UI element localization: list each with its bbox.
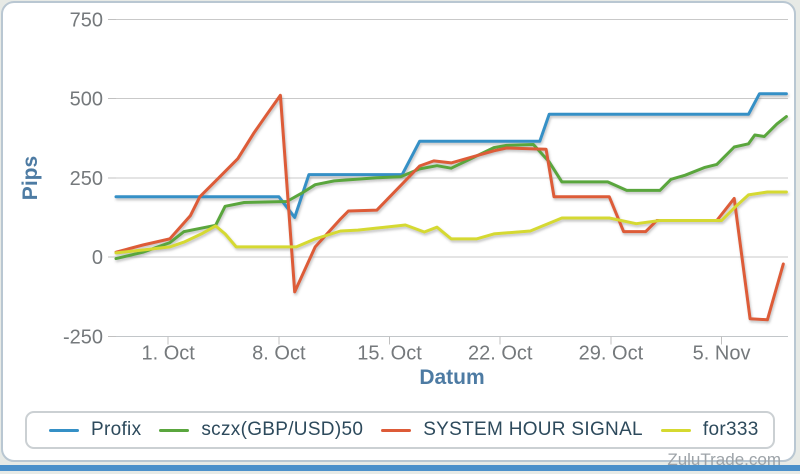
x-tick-label: 1. Oct (141, 342, 195, 364)
x-tick-label: 15. Oct (357, 342, 422, 364)
series-line-for333[interactable] (114, 190, 788, 255)
bottom-blue-bar (0, 465, 800, 471)
legend-label: Profix (91, 419, 142, 440)
y-tick-label: 250 (70, 168, 103, 190)
legend-line-sample-sczx (159, 428, 190, 432)
legend-line-sample-system-hour-signal (381, 428, 412, 432)
legend-label: for333 (702, 419, 759, 440)
y-tick-label: 0 (92, 247, 103, 269)
legend-item-profix[interactable]: Profix (49, 419, 141, 441)
legend: Profix sczx(GBP/USD)50 SYSTEM HOUR SIGNA… (25, 411, 775, 449)
legend-item-system-hour-signal[interactable]: SYSTEM HOUR SIGNAL (381, 419, 643, 441)
gridlines (116, 18, 788, 337)
legend-line-sample-for333 (660, 428, 691, 432)
series-line-profix[interactable] (114, 92, 788, 219)
y-tick-label: 750 (70, 9, 103, 31)
series-line-sczx-gbp-usd-50[interactable] (114, 115, 788, 261)
legend-label: sczx(GBP/USD)50 (201, 419, 364, 440)
watermark-link[interactable]: ZuluTrade.com (667, 450, 781, 469)
y-axis-title: Pips (19, 156, 42, 200)
x-axis-title: Datum (419, 366, 484, 389)
axis-tick-labels: 750 500 250 0 -250 1. Oct 8. Oct 15. Oct 22. Oct… (63, 9, 751, 364)
series-line-system-hour-signal[interactable] (114, 93, 785, 322)
y-tick-label: -250 (63, 326, 103, 348)
x-tick-label: 8. Oct (252, 342, 306, 364)
axis-ticks (108, 18, 723, 345)
y-tick-label: 500 (70, 89, 103, 111)
x-tick-label: 29. Oct (579, 342, 644, 364)
pips-line-chart: 750 500 250 0 -250 1. Oct 8. Oct 15. Oct 22. Oct… (19, 9, 788, 389)
x-tick-label: 22. Oct (468, 342, 533, 364)
legend-label: SYSTEM HOUR SIGNAL (423, 419, 643, 440)
legend-line-sample-profix (49, 428, 79, 432)
x-tick-label: 5. Nov (693, 342, 751, 364)
legend-item-for333[interactable]: for333 (660, 419, 759, 441)
legend-item-sczx[interactable]: sczx(GBP/USD)50 (159, 419, 363, 441)
chart-series (114, 92, 788, 322)
